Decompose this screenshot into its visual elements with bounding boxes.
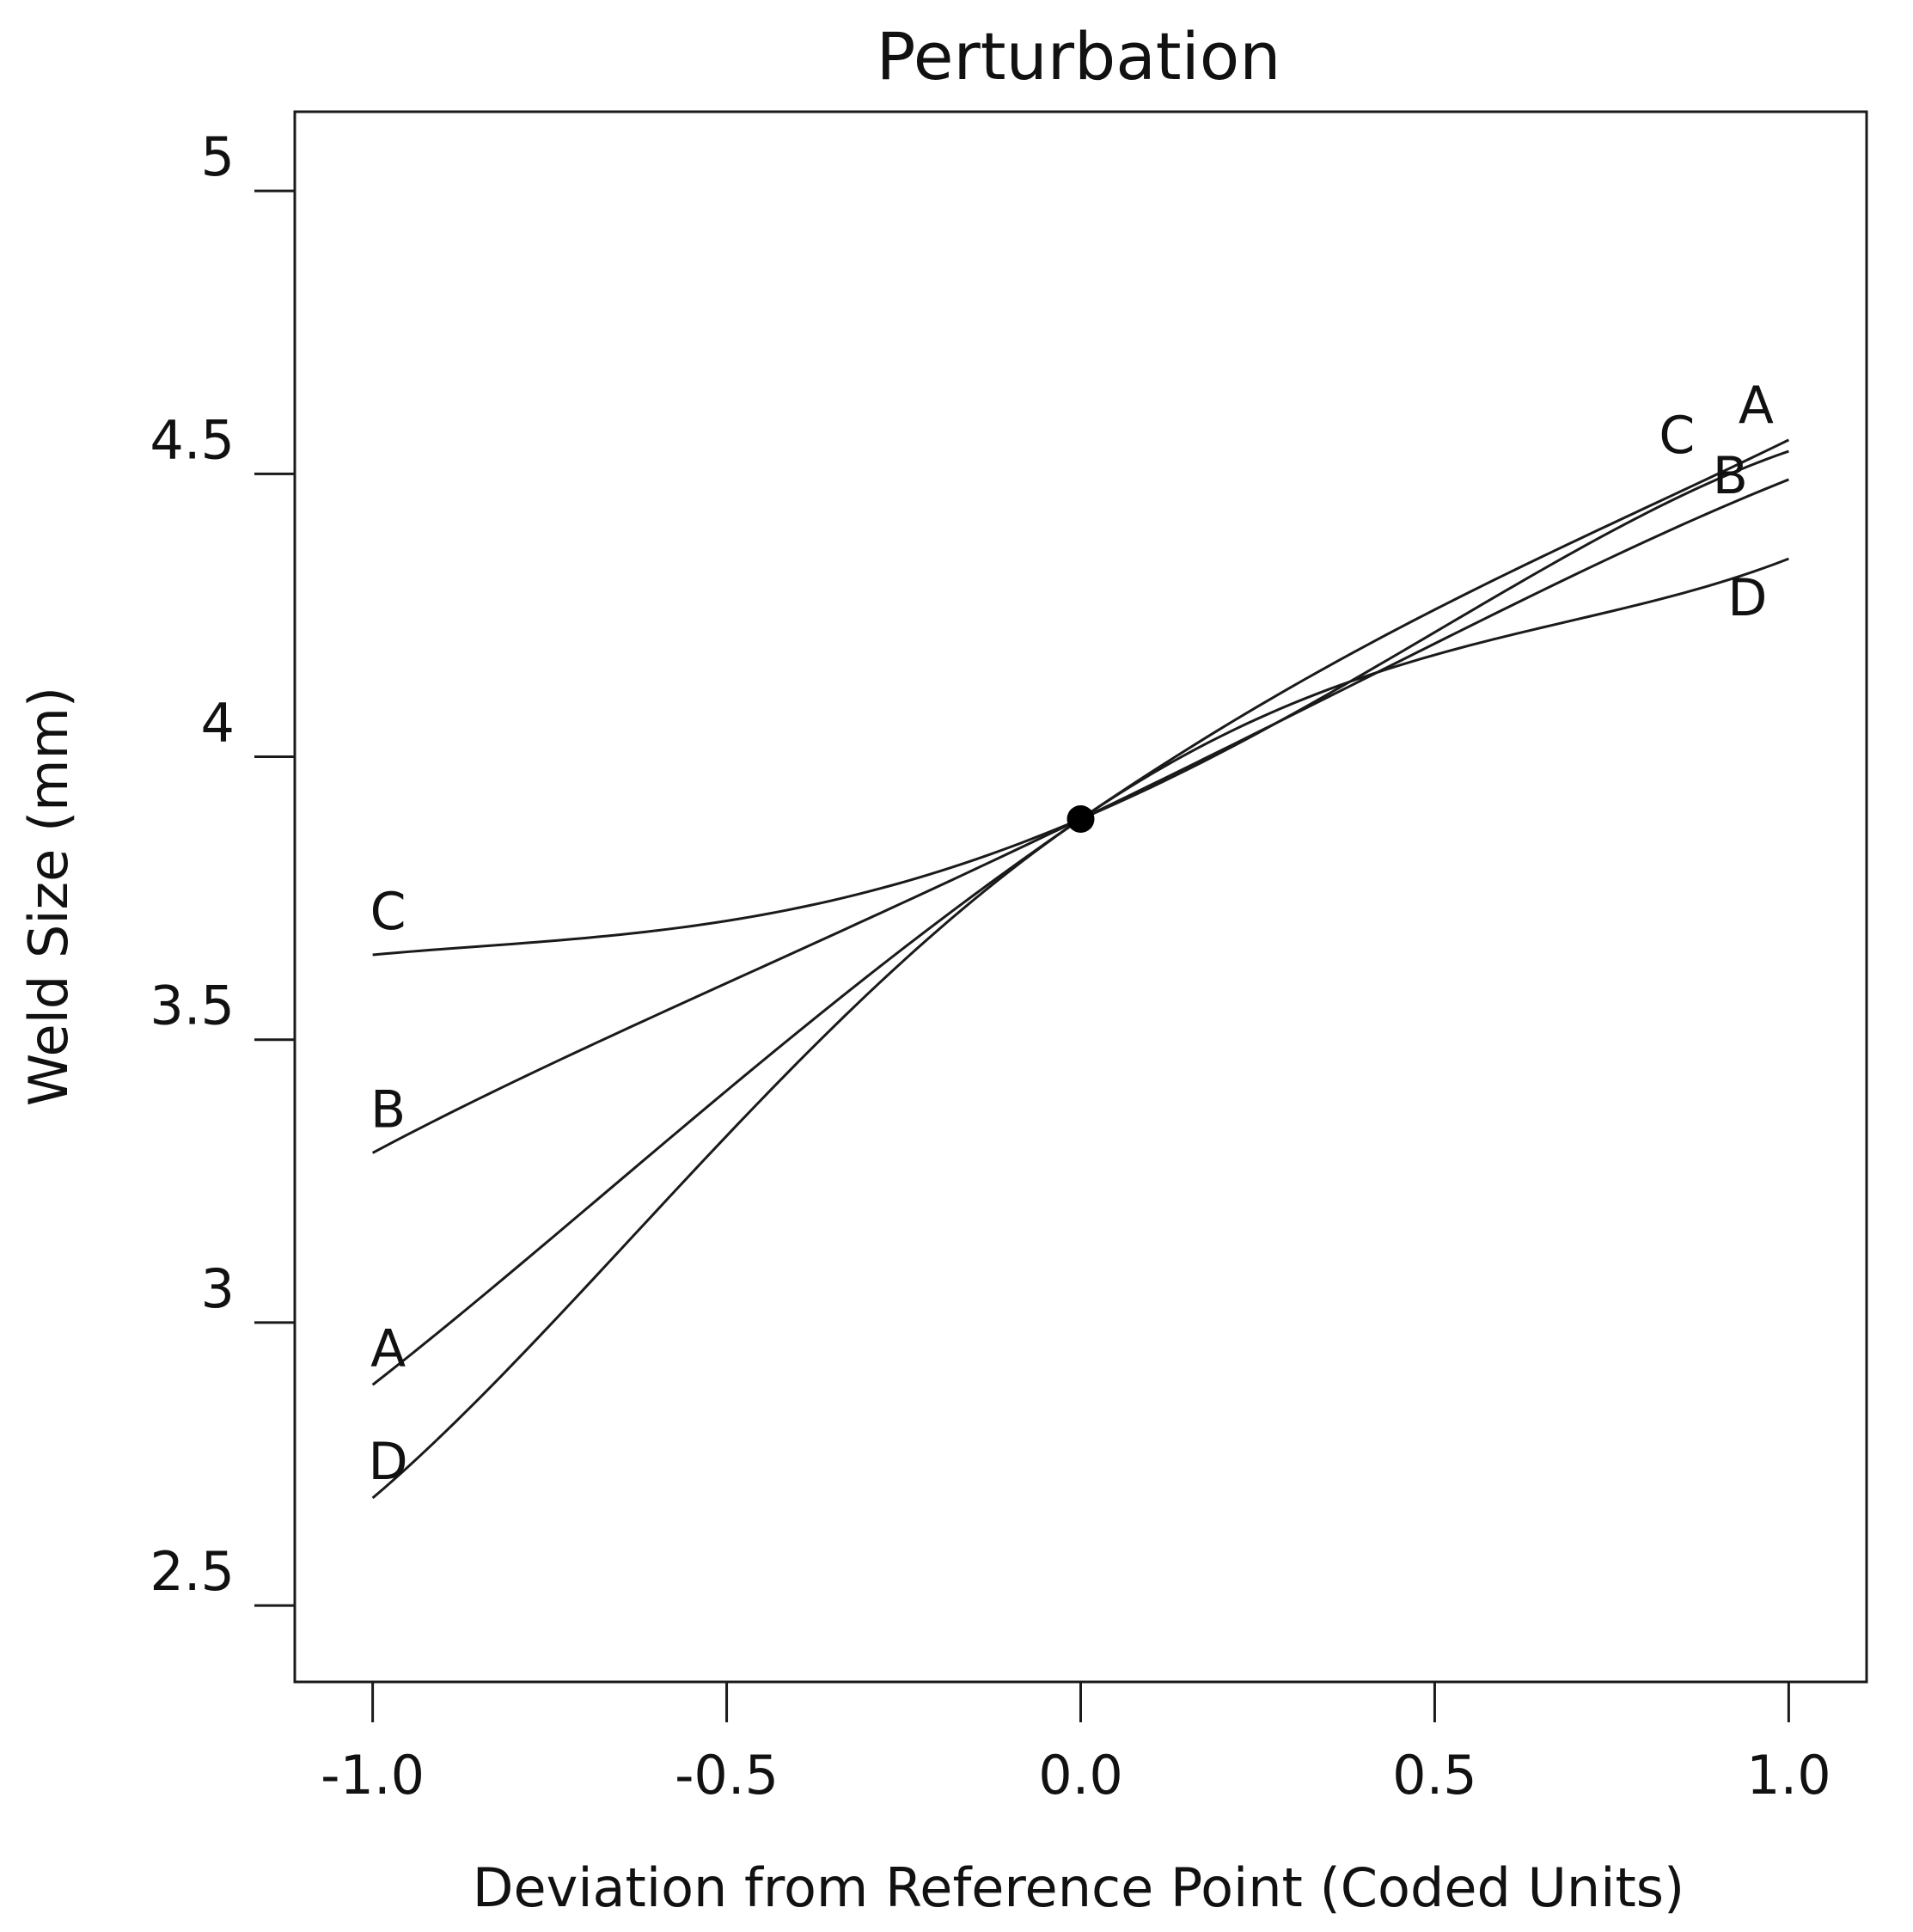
chart-title: Perturbation [877,18,1281,95]
series-curve-d [371,557,1789,1500]
series-label-start-c: C [370,882,406,942]
y-tick-label: 3.5 [150,975,235,1037]
y-tick-label: 3 [201,1257,235,1320]
series-label-start-a: A [370,1318,406,1379]
x-tick-label: 1.0 [1746,1744,1831,1807]
x-tick-label: -1.0 [321,1744,425,1807]
plot-frame [293,110,1868,1684]
y-axis-label: Weld Size (mm) [17,687,80,1106]
y-tick-label: 5 [201,125,235,188]
x-tick-label: -0.5 [675,1744,779,1807]
y-tick-label: 4 [201,692,235,755]
x-axis: -1.0 -0.5 0.0 0.5 1.0 [321,1682,1831,1807]
y-tick-label: 4.5 [150,408,235,471]
series-label-start-b: B [370,1079,406,1140]
series-curve-a [371,438,1790,1386]
series-curves [371,438,1790,1500]
series-label-end-c: C [1659,406,1695,466]
x-axis-label: Deviation from Reference Point (Coded Un… [473,1856,1685,1919]
series-label-start-d: D [369,1432,408,1492]
series-label-end-b: B [1713,446,1748,506]
series-label-end-a: A [1739,376,1774,436]
y-axis: 2.5 3 3.5 4 4.5 5 [150,125,295,1607]
x-tick-label: 0.5 [1392,1744,1477,1807]
series-label-end-d: D [1727,568,1767,628]
reference-point-marker [1067,804,1095,833]
series-curve-c [372,449,1789,957]
x-tick-label: 0.0 [1038,1744,1123,1807]
y-tick-label: 2.5 [150,1540,235,1603]
